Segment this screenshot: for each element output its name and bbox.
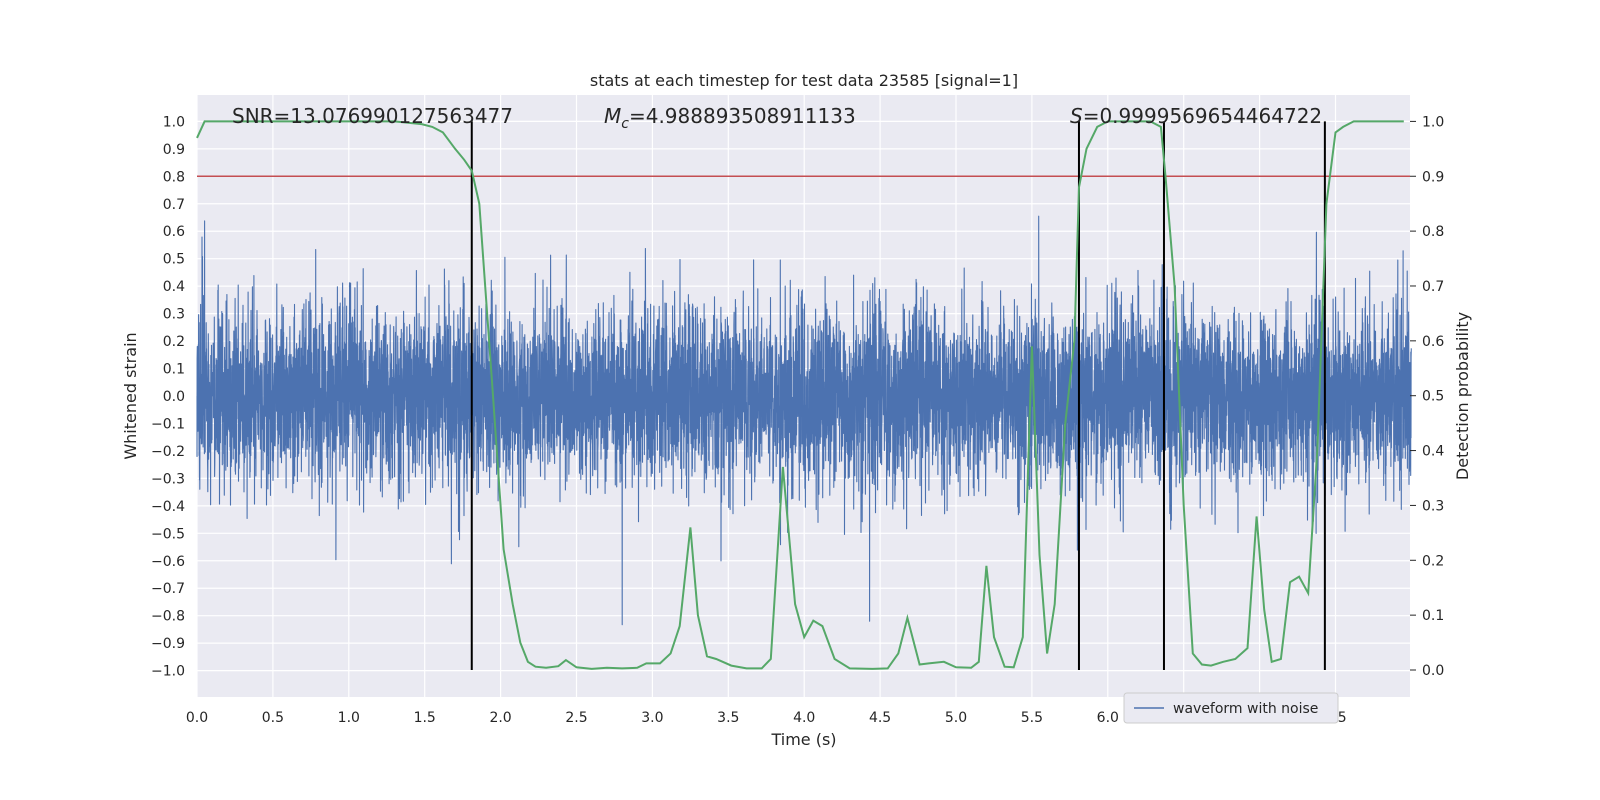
y2-axis-label: Detection probability [1453, 312, 1472, 480]
x-tick-label: 5.0 [945, 710, 967, 726]
y2-tick-label: 0.0 [1422, 663, 1444, 679]
x-tick-label: 3.5 [717, 710, 739, 726]
y-tick-label: 0.3 [163, 307, 185, 323]
y-tick-label: 0.2 [163, 334, 185, 350]
y-tick-label: 0.9 [163, 142, 185, 158]
y2-tick-label: 1.0 [1422, 114, 1444, 130]
x-tick-label: 6.0 [1097, 710, 1119, 726]
legend-label: waveform with noise [1173, 701, 1318, 717]
y2-tick-label: 0.8 [1422, 224, 1444, 240]
y-tick-label: 0.8 [163, 169, 185, 185]
y-tick-label: −0.9 [151, 636, 185, 652]
y-tick-label: −1.0 [151, 664, 185, 680]
probability-series [196, 120, 1404, 670]
y2-tick-label: 0.5 [1422, 389, 1444, 405]
overlay-lines [197, 121, 1410, 670]
x-tick-label: 2.0 [489, 710, 511, 726]
y-tick-label: 0.4 [163, 279, 185, 295]
y-tick-label: −0.7 [151, 581, 185, 597]
y2-tick-label: 0.4 [1422, 444, 1444, 460]
x-tick-label: 1.0 [338, 710, 360, 726]
y-tick-label: −0.3 [151, 471, 185, 487]
y2-tick-label: 0.9 [1422, 169, 1444, 185]
x-tick-label: 0.0 [186, 710, 208, 726]
y-tick-label: −0.6 [151, 554, 185, 570]
x-tick-label: 5.5 [1021, 710, 1043, 726]
snr-annotation: SNR=13.076990127563477 [232, 104, 513, 128]
y-tick-label: 1.0 [163, 114, 185, 130]
x-tick-label: 4.0 [793, 710, 815, 726]
y2-tick-label: 0.7 [1422, 279, 1444, 295]
x-tick-label: 2.5 [565, 710, 587, 726]
y-tick-label: −0.1 [151, 416, 185, 432]
s-symbol: S [1070, 104, 1083, 128]
y-tick-label: 0.1 [163, 362, 185, 378]
x-tick-label: 1.5 [414, 710, 436, 726]
mc-symbol: M [604, 104, 621, 128]
y-tick-label: −0.5 [151, 526, 185, 542]
legend: waveform with noise [1123, 692, 1339, 724]
y-tick-label: 0.7 [163, 197, 185, 213]
x-tick-label: 0.5 [262, 710, 284, 726]
s-value: =0.9999569654464722 [1083, 104, 1322, 128]
waveform-series [196, 215, 1412, 626]
mc-value: =4.988893508911133 [629, 104, 856, 128]
s-annotation: S=0.9999569654464722 [1070, 104, 1322, 128]
x-tick-label: 3.0 [641, 710, 663, 726]
x-axis-label: Time (s) [770, 730, 836, 749]
y-tick-label: 0.5 [163, 252, 185, 268]
x-tick-label: 4.5 [869, 710, 891, 726]
y-tick-label: −0.8 [151, 609, 185, 625]
y-tick-label: −0.2 [151, 444, 185, 460]
y-tick-label: −0.4 [151, 499, 185, 515]
y2-tick-label: 0.3 [1422, 498, 1444, 514]
probability-line [196, 120, 1404, 670]
legend-box [1123, 692, 1339, 724]
y-tick-label: 0.0 [163, 389, 185, 405]
y2-tick-label: 0.6 [1422, 334, 1444, 350]
mc-subscript: c [621, 116, 629, 132]
y2-tick-label: 0.1 [1422, 608, 1444, 624]
mc-annotation: Mc=4.988893508911133 [604, 104, 856, 132]
waveform-line [196, 215, 1412, 626]
chart-title: stats at each timestep for test data 235… [590, 71, 1018, 90]
y-axis-label: Whitened strain [121, 332, 140, 459]
y-tick-label: 0.6 [163, 224, 185, 240]
y2-tick-label: 0.2 [1422, 553, 1444, 569]
